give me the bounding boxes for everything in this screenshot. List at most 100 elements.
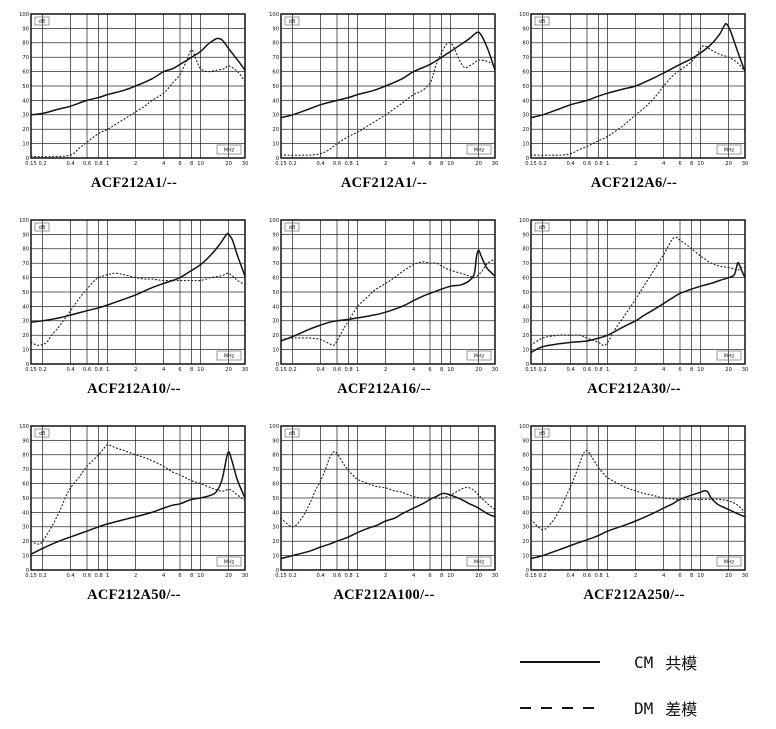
svg-text:6: 6 bbox=[428, 161, 431, 167]
svg-text:60: 60 bbox=[522, 276, 529, 282]
svg-text:10: 10 bbox=[522, 554, 529, 560]
legend-label-cm: CM bbox=[634, 652, 654, 672]
svg-text:60: 60 bbox=[272, 70, 279, 76]
svg-text:10: 10 bbox=[272, 348, 279, 354]
svg-text:1: 1 bbox=[356, 161, 359, 167]
svg-text:1: 1 bbox=[106, 367, 109, 373]
svg-text:1: 1 bbox=[106, 161, 109, 167]
svg-text:10: 10 bbox=[522, 142, 529, 148]
svg-text:80: 80 bbox=[22, 453, 29, 459]
chart-title: ACF212A1/-- bbox=[90, 175, 178, 191]
svg-text:70: 70 bbox=[522, 55, 529, 61]
svg-text:0.4: 0.4 bbox=[566, 573, 575, 579]
charts-grid: 0.15 0.2 0.4 0.6 0.8 1 2 4 6 8 10 20 30 0 10 20 30 40 50 60… bbox=[14, 8, 764, 626]
svg-text:20: 20 bbox=[272, 539, 279, 545]
svg-text:100: 100 bbox=[19, 12, 29, 18]
svg-text:20: 20 bbox=[272, 127, 279, 133]
svg-text:60: 60 bbox=[22, 482, 29, 488]
svg-text:80: 80 bbox=[522, 41, 529, 47]
svg-text:8: 8 bbox=[440, 573, 443, 579]
svg-text:40: 40 bbox=[272, 98, 279, 104]
svg-text:100: 100 bbox=[269, 12, 279, 18]
chart-cell: 0.15 0.2 0.4 0.6 0.8 1 2 4 6 8 10 20 30 0 10 20 30 40 50 60… bbox=[514, 8, 754, 214]
svg-text:90: 90 bbox=[22, 26, 29, 32]
svg-text:0.4: 0.4 bbox=[66, 367, 75, 373]
svg-text:0.15: 0.15 bbox=[525, 161, 537, 167]
svg-text:0: 0 bbox=[526, 568, 529, 574]
dashed-line-icon bbox=[520, 707, 600, 709]
svg-text:0.15: 0.15 bbox=[25, 573, 37, 579]
svg-text:30: 30 bbox=[492, 161, 499, 167]
svg-text:20: 20 bbox=[475, 367, 482, 373]
svg-text:30: 30 bbox=[22, 113, 29, 119]
chart-title: ACF212A6/-- bbox=[590, 175, 678, 191]
svg-text:6: 6 bbox=[178, 367, 181, 373]
svg-text:0.6: 0.6 bbox=[333, 367, 341, 373]
svg-text:0.8: 0.8 bbox=[94, 367, 102, 373]
svg-text:0: 0 bbox=[276, 362, 279, 368]
svg-text:40: 40 bbox=[522, 510, 529, 516]
svg-text:0.4: 0.4 bbox=[316, 573, 325, 579]
svg-text:1: 1 bbox=[606, 161, 609, 167]
svg-text:100: 100 bbox=[19, 218, 29, 224]
svg-text:0.6: 0.6 bbox=[583, 573, 591, 579]
svg-text:8: 8 bbox=[440, 161, 443, 167]
svg-text:50: 50 bbox=[22, 290, 29, 296]
svg-text:90: 90 bbox=[22, 232, 29, 238]
svg-text:20: 20 bbox=[725, 367, 732, 373]
svg-text:4: 4 bbox=[412, 367, 416, 373]
svg-text:10: 10 bbox=[272, 142, 279, 148]
svg-text:100: 100 bbox=[269, 424, 279, 430]
svg-text:0.15: 0.15 bbox=[275, 161, 287, 167]
svg-text:4: 4 bbox=[162, 161, 166, 167]
svg-text:0.15: 0.15 bbox=[275, 367, 287, 373]
svg-text:0: 0 bbox=[276, 568, 279, 574]
svg-text:100: 100 bbox=[519, 424, 529, 430]
svg-text:0.8: 0.8 bbox=[94, 573, 102, 579]
svg-text:10: 10 bbox=[272, 554, 279, 560]
chart-title: ACF212A1/-- bbox=[340, 175, 428, 191]
svg-text:10: 10 bbox=[22, 348, 29, 354]
svg-text:80: 80 bbox=[272, 247, 279, 253]
svg-text:20: 20 bbox=[522, 127, 529, 133]
svg-text:20: 20 bbox=[22, 127, 29, 133]
svg-text:0.2: 0.2 bbox=[38, 573, 46, 579]
svg-text:MHz: MHz bbox=[474, 148, 485, 154]
svg-text:10: 10 bbox=[197, 161, 204, 167]
svg-text:8: 8 bbox=[690, 161, 693, 167]
svg-text:30: 30 bbox=[242, 161, 249, 167]
svg-text:30: 30 bbox=[742, 161, 749, 167]
svg-text:30: 30 bbox=[742, 367, 749, 373]
svg-text:dB: dB bbox=[539, 431, 545, 437]
svg-text:70: 70 bbox=[522, 261, 529, 267]
svg-text:0.4: 0.4 bbox=[566, 161, 575, 167]
svg-text:90: 90 bbox=[522, 26, 529, 32]
svg-text:100: 100 bbox=[269, 218, 279, 224]
svg-text:100: 100 bbox=[519, 12, 529, 18]
svg-text:20: 20 bbox=[522, 333, 529, 339]
svg-text:0.2: 0.2 bbox=[288, 161, 296, 167]
chart-cell: 0.15 0.2 0.4 0.6 0.8 1 2 4 6 8 10 20 30 0 10 20 30 40 50 60… bbox=[514, 420, 754, 626]
svg-text:40: 40 bbox=[272, 510, 279, 516]
svg-text:40: 40 bbox=[522, 98, 529, 104]
svg-text:50: 50 bbox=[272, 84, 279, 90]
svg-text:80: 80 bbox=[522, 453, 529, 459]
svg-text:0.6: 0.6 bbox=[83, 161, 91, 167]
svg-text:4: 4 bbox=[412, 573, 416, 579]
svg-text:10: 10 bbox=[22, 142, 29, 148]
svg-text:30: 30 bbox=[22, 525, 29, 531]
svg-text:30: 30 bbox=[272, 525, 279, 531]
line-chart: 0.15 0.2 0.4 0.6 0.8 1 2 4 6 8 10 20 30 0 10 20 30 40 50 60… bbox=[14, 8, 254, 174]
svg-text:dB: dB bbox=[539, 19, 545, 25]
svg-text:10: 10 bbox=[447, 367, 454, 373]
svg-text:30: 30 bbox=[272, 113, 279, 119]
svg-text:10: 10 bbox=[22, 554, 29, 560]
svg-text:50: 50 bbox=[272, 496, 279, 502]
svg-text:100: 100 bbox=[19, 424, 29, 430]
svg-text:60: 60 bbox=[522, 70, 529, 76]
svg-text:0.2: 0.2 bbox=[288, 573, 296, 579]
svg-text:8: 8 bbox=[690, 367, 693, 373]
svg-text:dB: dB bbox=[289, 431, 295, 437]
svg-text:20: 20 bbox=[272, 333, 279, 339]
svg-text:70: 70 bbox=[22, 467, 29, 473]
